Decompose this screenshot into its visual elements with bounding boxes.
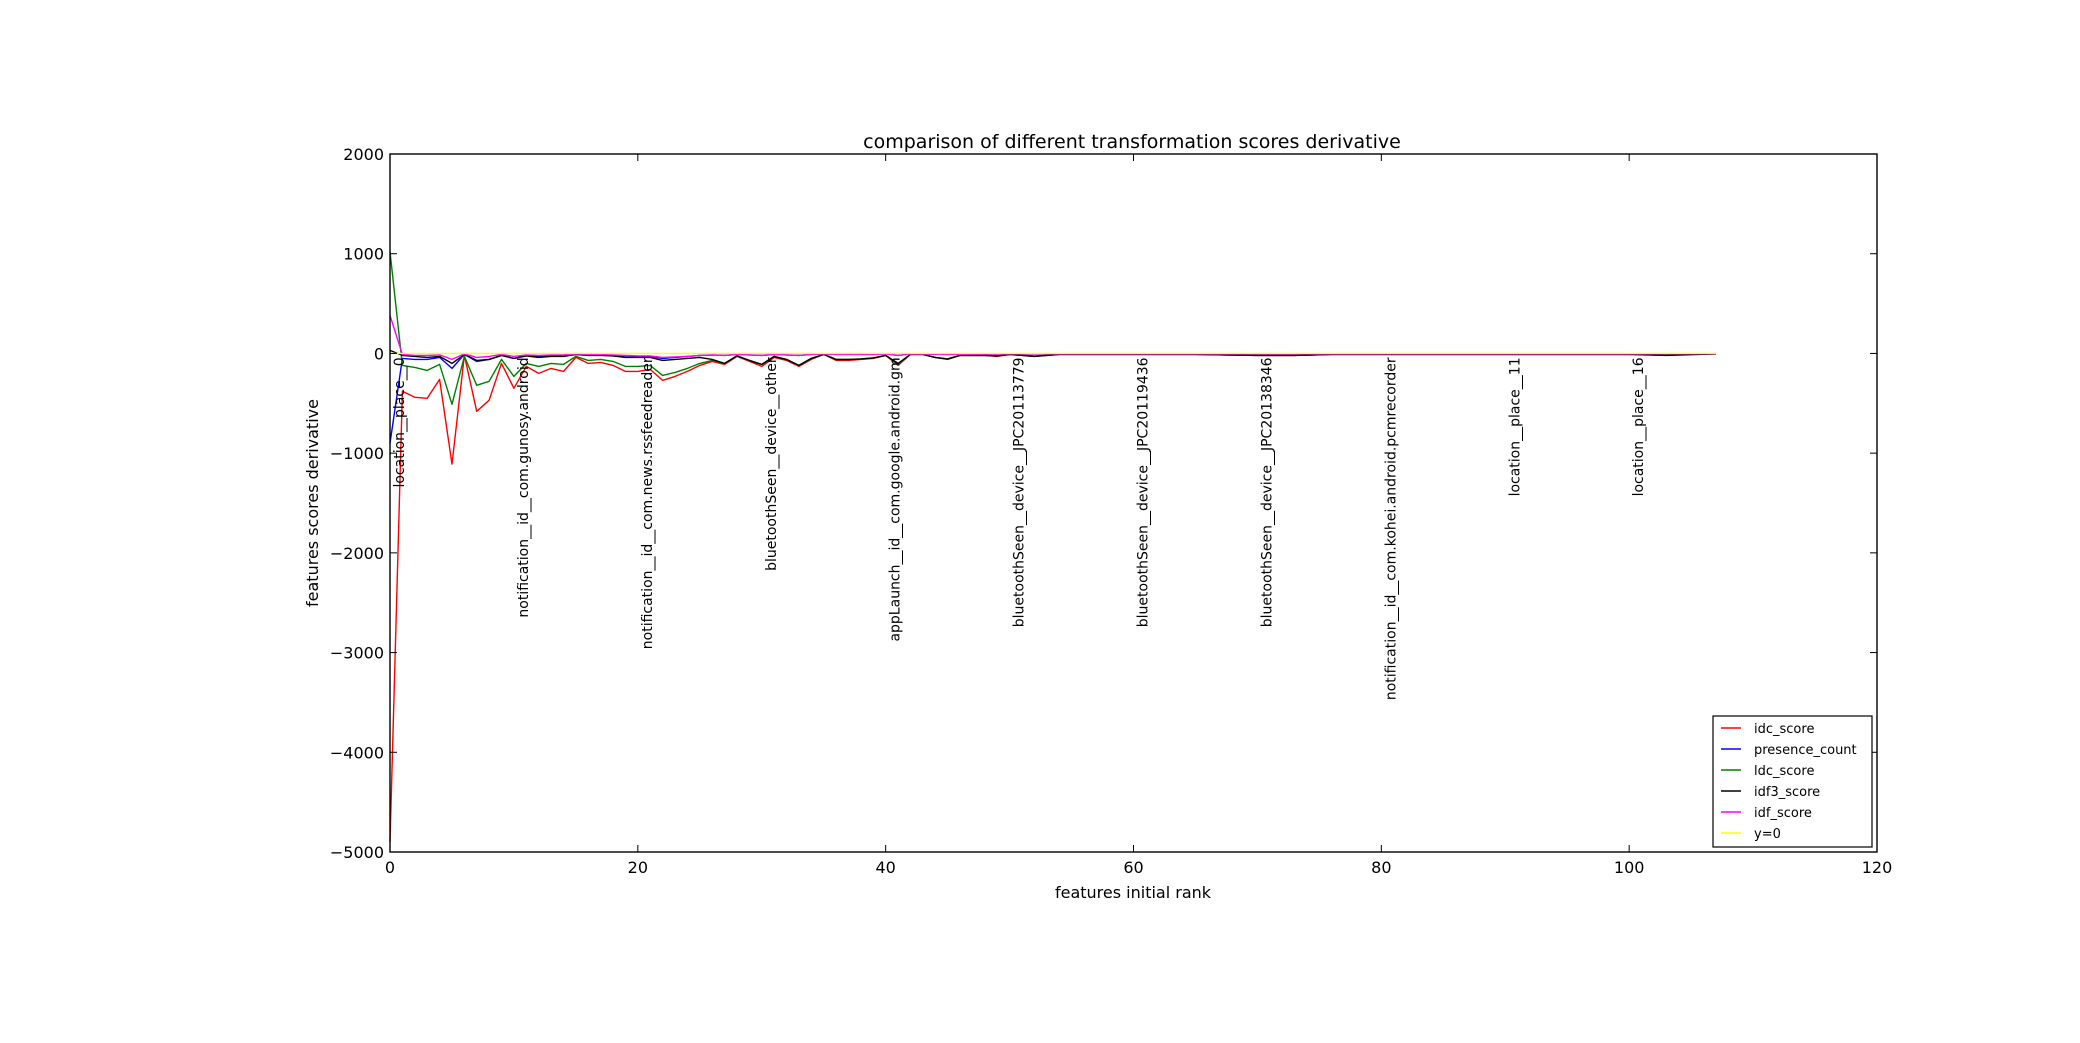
y-tick-label: −3000 <box>330 644 384 663</box>
legend-label: idf3_score <box>1754 785 1820 800</box>
x-tick-label: 0 <box>385 858 395 877</box>
annotation-label: notification__id__com.gunosy.android <box>516 357 532 617</box>
legend-label: ldc_score <box>1754 764 1814 779</box>
legend-label: idf_score <box>1754 806 1812 821</box>
annotation-label: notification__id__com.news.rssfeedreader <box>640 357 656 649</box>
annotation-label: bluetoothSeen__device__JPC20138346 <box>1259 357 1275 627</box>
plot-area <box>389 251 1716 843</box>
chart-title: comparison of different transformation s… <box>863 131 1401 153</box>
annotation-label: appLaunch__id__com.google.android.gm <box>888 357 904 641</box>
y-tick-label: −2000 <box>330 544 384 563</box>
x-tick-label: 60 <box>1123 858 1143 877</box>
annotation-label: bluetoothSeen__device__other <box>764 357 780 571</box>
annotation-label: location__place__0 <box>392 357 408 487</box>
y-axis: −5000 −4000 −3000 −2000 −1000 0 1000 2000 <box>330 145 1877 862</box>
x-tick-label: 120 <box>1862 858 1893 877</box>
y-tick-label: −4000 <box>330 743 384 762</box>
legend-label: idc_score <box>1754 722 1814 737</box>
y-tick-label: 1000 <box>343 245 384 264</box>
annotation-label: location__place__11 <box>1507 357 1523 496</box>
x-tick-label: 40 <box>875 858 895 877</box>
x-axis: 0 20 40 60 80 100 120 <box>385 154 1892 877</box>
y-tick-label: −5000 <box>330 843 384 862</box>
legend-label: presence_count <box>1754 743 1857 758</box>
annotation-label: location__place__16 <box>1631 357 1647 496</box>
annotations: location__place__0 notification__id__com.… <box>392 357 1647 700</box>
legend-label: y=0 <box>1754 827 1781 842</box>
x-tick-label: 100 <box>1614 858 1645 877</box>
series-line-idf-score <box>389 315 1716 361</box>
legend-box <box>1712 715 1873 848</box>
x-axis-label: features initial rank <box>1055 883 1212 902</box>
y-tick-label: −1000 <box>330 444 384 463</box>
annotation-label: bluetoothSeen__device__JPC20119436 <box>1136 357 1152 627</box>
y-tick-label: 0 <box>374 344 384 363</box>
legend: idc_score presence_count ldc_score idf3_sco… <box>1712 715 1873 848</box>
x-tick-label: 80 <box>1371 858 1391 877</box>
annotation-label: bluetoothSeen__device__JPC20113779 <box>1012 357 1028 627</box>
y-axis-label: features scores derivative <box>303 399 322 607</box>
y-tick-label: 2000 <box>343 145 384 164</box>
annotation-label: notification__id__com.kohei.android.pcmr… <box>1383 357 1399 700</box>
x-tick-label: 20 <box>628 858 648 877</box>
